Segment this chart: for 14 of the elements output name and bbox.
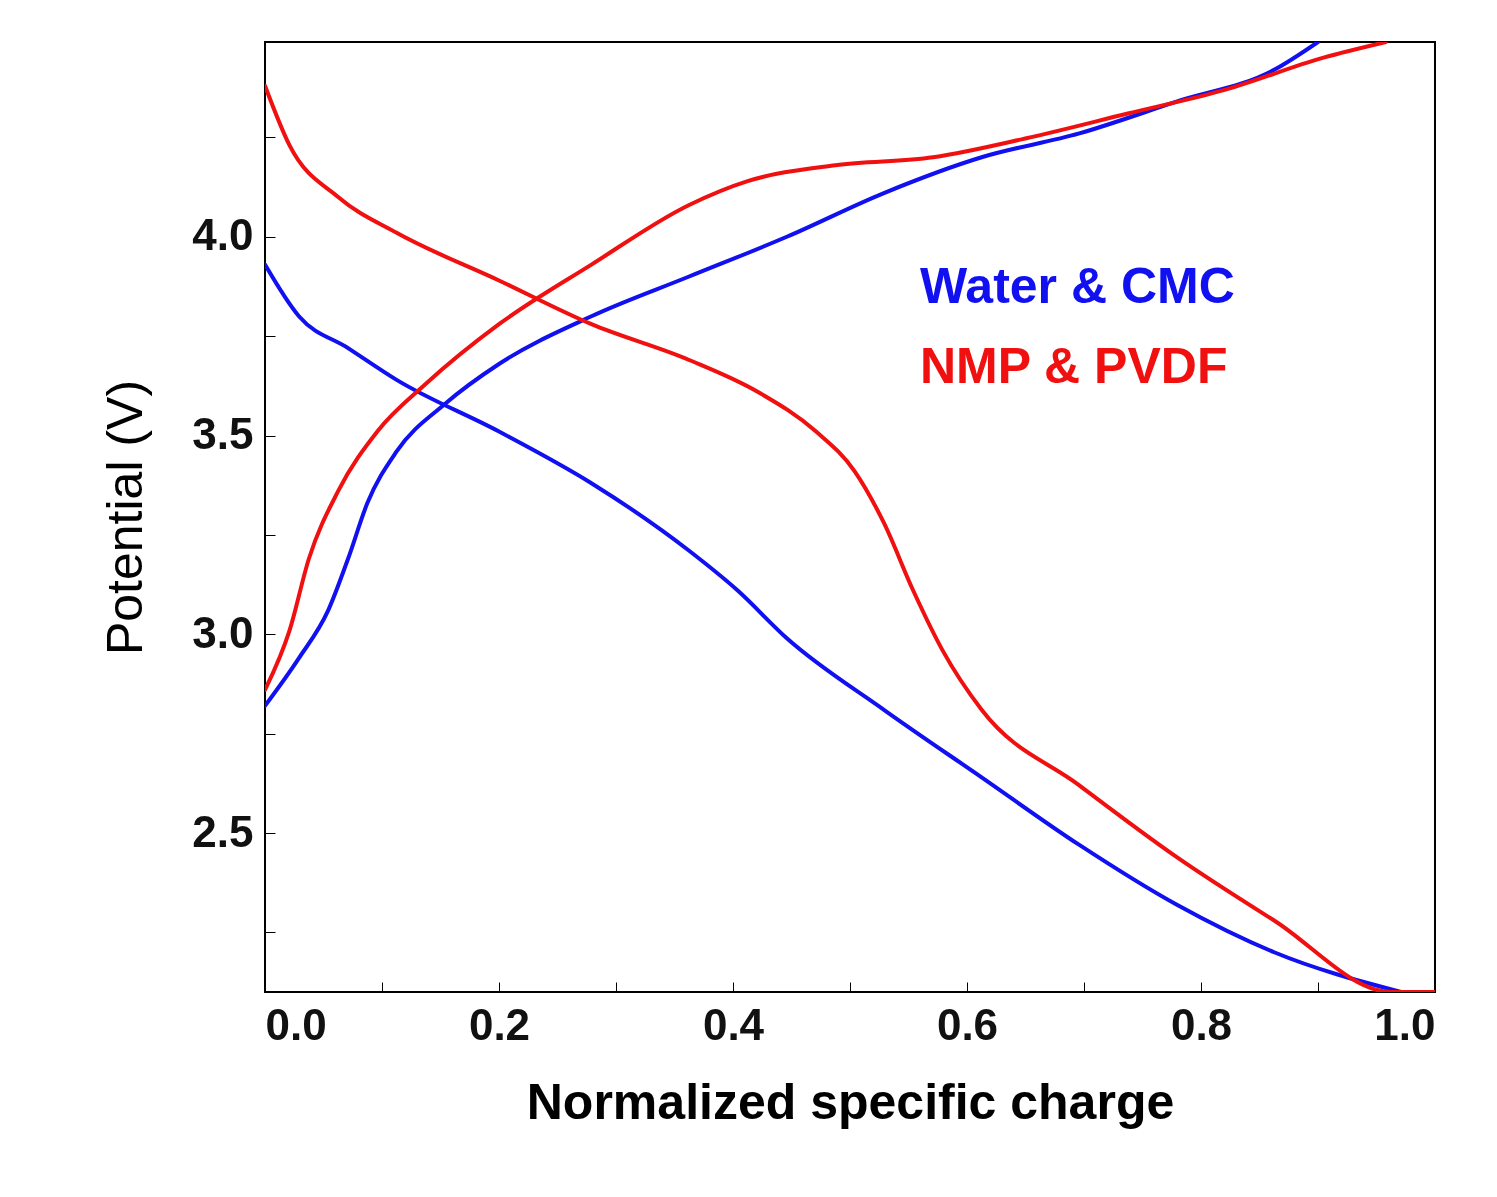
y-tick-label: 3.5: [192, 409, 254, 459]
series-label: NMP & PVDF: [920, 338, 1228, 394]
y-tick-label: 4.0: [192, 210, 254, 260]
x-axis-title: Normalized specific charge: [526, 1073, 1175, 1130]
x-tick-label: 0.6: [936, 999, 999, 1049]
x-tick-label: 0.0: [265, 999, 327, 1049]
y-tick-label: 3.0: [192, 607, 254, 657]
y-axis-title: Potential (V): [97, 379, 154, 656]
x-tick-label: 0.4: [702, 999, 765, 1049]
x-tick-label: 1.0: [1374, 999, 1436, 1049]
y-tick-label: 2.5: [192, 806, 254, 856]
series-label: Water & CMC: [920, 258, 1235, 314]
x-tick-label: 0.2: [468, 999, 531, 1049]
x-tick-label: 0.8: [1170, 999, 1233, 1049]
